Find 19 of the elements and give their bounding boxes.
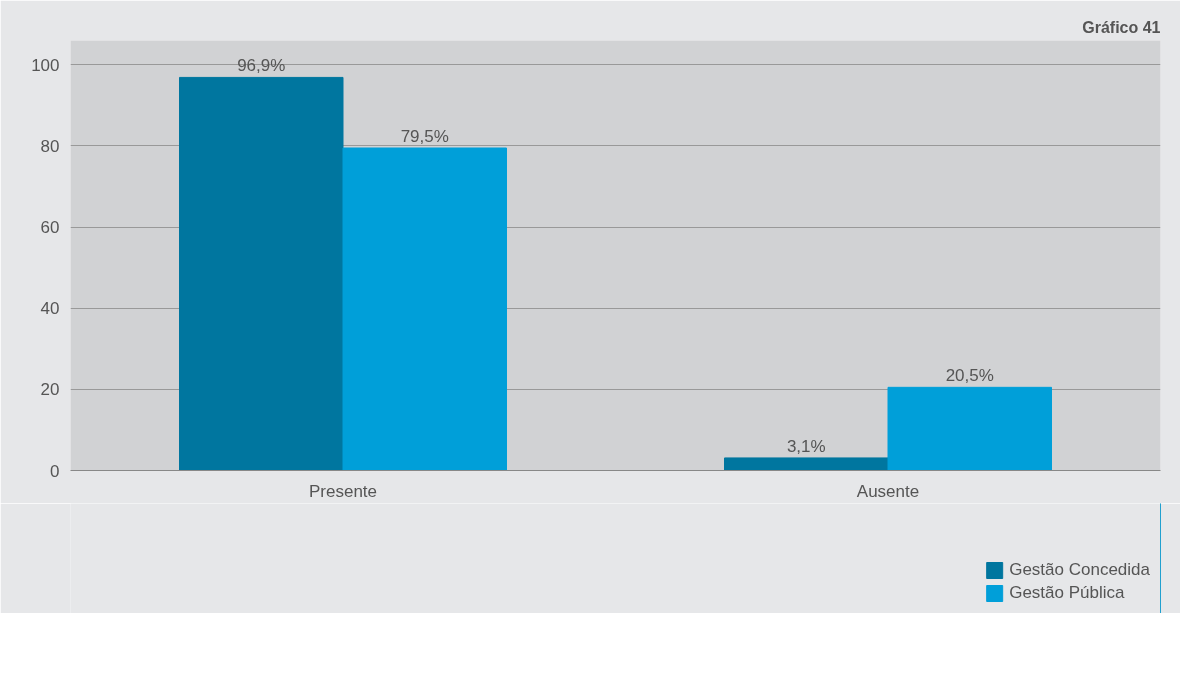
bar bbox=[887, 386, 1052, 471]
y-tick-label: 80 bbox=[40, 136, 60, 156]
bar bbox=[342, 147, 507, 471]
y-tick-label: 40 bbox=[40, 299, 60, 319]
y-tick-label: 100 bbox=[31, 55, 60, 75]
legend-label: Gestão Concedida bbox=[1009, 560, 1150, 580]
y-tick-label: 0 bbox=[50, 461, 60, 481]
y-tick-label: 60 bbox=[40, 218, 60, 238]
data-label: 96,9% bbox=[237, 56, 286, 76]
data-label: 3,1% bbox=[786, 436, 826, 456]
chart-title: Gráfico 41 bbox=[1082, 18, 1161, 36]
legend-label: Gestão Pública bbox=[1009, 583, 1125, 603]
x-tick-label: Presente bbox=[308, 481, 378, 501]
x-tick-label: Ausente bbox=[856, 481, 920, 501]
bar bbox=[179, 76, 344, 471]
bar bbox=[724, 457, 889, 471]
data-label: 20,5% bbox=[945, 366, 994, 386]
y-tick-label: 20 bbox=[40, 380, 60, 400]
data-label: 79,5% bbox=[400, 127, 449, 146]
